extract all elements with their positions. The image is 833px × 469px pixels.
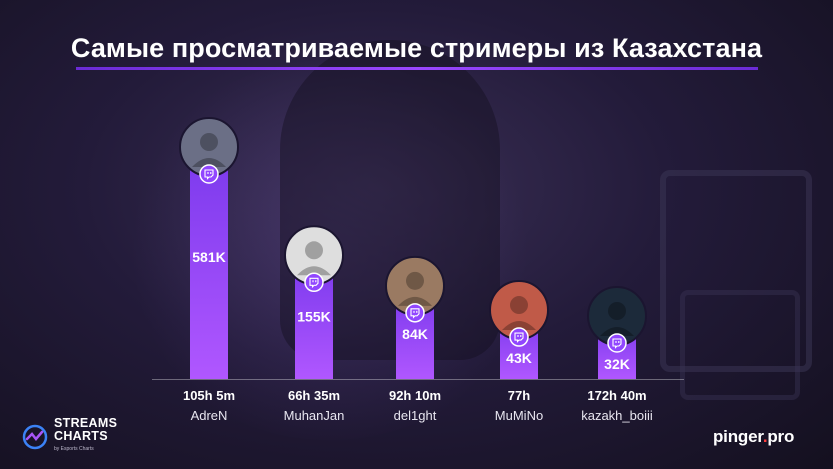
- twitch-glyph: [309, 277, 319, 289]
- twitch-icon: [304, 272, 324, 293]
- avatar-head-shape: [305, 241, 323, 260]
- streams-charts-logo: STREAMS CHARTS by Esports Charts: [22, 417, 117, 456]
- category-label-group: 77h MuMiNo: [464, 388, 574, 423]
- twitch-icon: [405, 303, 425, 323]
- twitch-icon: [199, 164, 219, 184]
- streams-label: STREAMS: [54, 416, 118, 430]
- twitch-glyph: [612, 338, 622, 349]
- value-label: 32K: [604, 356, 630, 372]
- category-label-group: 92h 10m del1ght: [360, 388, 470, 423]
- avatar-body-shape: [502, 321, 536, 331]
- streamer-name-label: AdreN: [190, 408, 228, 423]
- streamer-name-label: kazakh_boiii: [581, 408, 653, 423]
- charts-label: CHARTS: [54, 429, 108, 443]
- pinger-dot: .: [762, 427, 768, 446]
- twitch-icon: [509, 327, 529, 347]
- twitch-glyph: [514, 332, 524, 343]
- category-label-group: 105h 5m AdreN: [154, 388, 264, 423]
- pinger-label: pinger: [713, 427, 763, 446]
- value-label: 84K: [402, 326, 428, 342]
- category-label-group: 66h 35m MuhanJan: [259, 388, 369, 423]
- chart-title: Самые просматриваемые стримеры из Казахс…: [70, 33, 763, 63]
- category-label-group: 172h 40m kazakh_boiii: [562, 388, 672, 423]
- avatar-body-shape: [398, 296, 432, 306]
- pro-label: pro: [767, 427, 795, 446]
- value-label: 43K: [506, 350, 532, 366]
- hours-streamed-label: 92h 10m: [388, 388, 442, 403]
- hours-streamed-label: 172h 40m: [587, 388, 647, 403]
- hours-streamed-label: 105h 5m: [182, 388, 236, 403]
- avatar-body-shape: [297, 266, 331, 276]
- twitch-glyph: [410, 308, 420, 319]
- streams-charts-icon: [22, 424, 48, 449]
- avatar-body-shape: [192, 158, 226, 167]
- value-label: 155K: [297, 308, 330, 324]
- value-label: 581K: [192, 249, 225, 265]
- avatar-head-shape: [406, 271, 424, 290]
- hours-streamed-label: 77h: [507, 388, 531, 403]
- hours-streamed-label: 66h 35m: [287, 388, 341, 403]
- streamer-name-label: MuMiNo: [494, 408, 544, 423]
- pinger-pro-logo: pinger.pro: [713, 427, 794, 447]
- streamer-name-label: del1ght: [393, 408, 437, 423]
- avatar-head-shape: [200, 133, 218, 151]
- avatar-body-shape: [600, 327, 634, 336]
- bar-adren: [190, 155, 228, 379]
- title-underline: [76, 67, 758, 70]
- avatar-head-shape: [608, 302, 626, 320]
- twitch-glyph: [204, 169, 214, 180]
- twitch-icon: [607, 333, 627, 353]
- by-esports-charts: by Esports Charts: [54, 446, 94, 452]
- avatar-head-shape: [510, 296, 528, 315]
- x-axis-line: [152, 379, 684, 380]
- streamer-name-label: MuhanJan: [283, 408, 345, 423]
